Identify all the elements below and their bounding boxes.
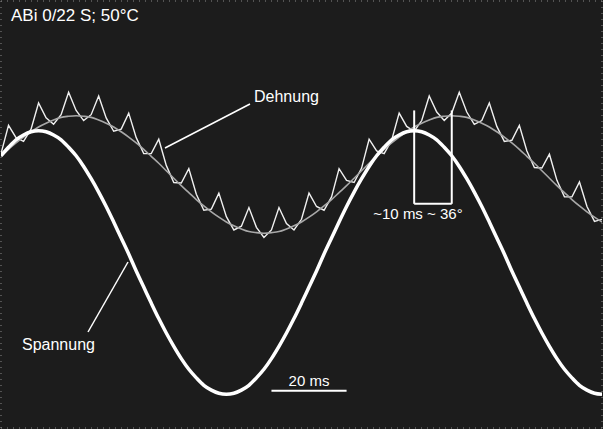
- html-text:ABi 0/22 S; 50°C: ABi 0/22 S; 50°C: [11, 6, 139, 25]
- svg-text:20 ms: 20 ms: [289, 372, 330, 389]
- html-text:Dehnung: Dehnung: [254, 88, 319, 105]
- html-text:Spannung: Spannung: [22, 336, 95, 353]
- svg-text:~10 ms ~ 36°: ~10 ms ~ 36°: [373, 205, 462, 222]
